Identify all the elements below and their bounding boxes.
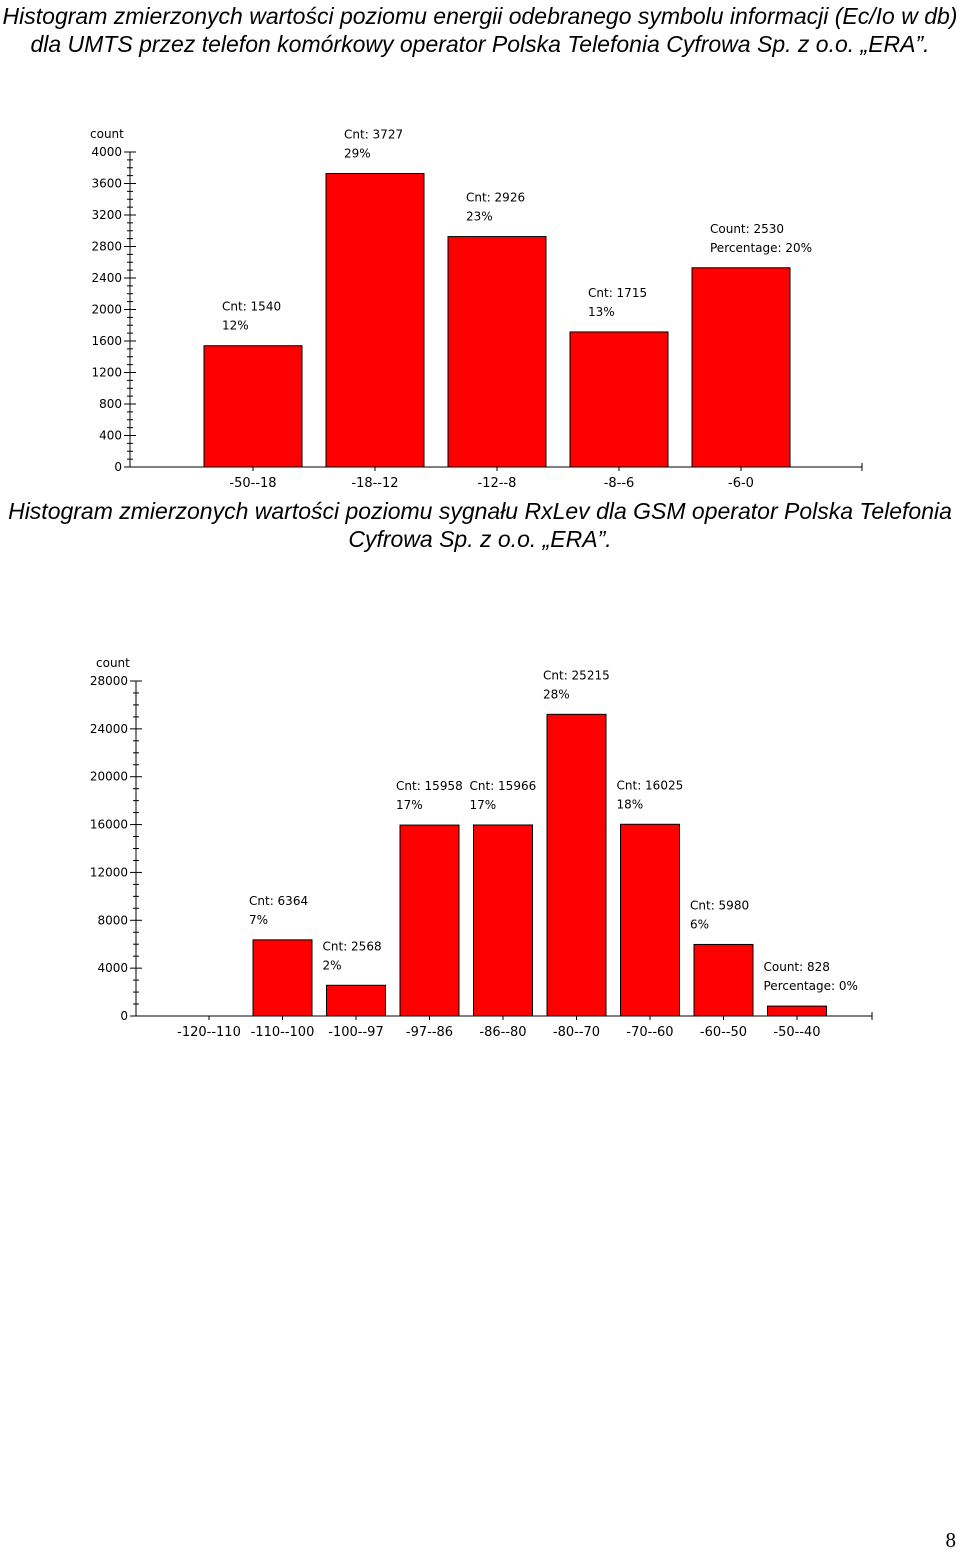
bar	[203, 345, 303, 468]
y-tick-label: 4000	[91, 145, 122, 159]
y-tick-label: 28000	[90, 674, 128, 688]
x-tick-label: -120--110	[177, 1025, 241, 1040]
data-label: 7%	[249, 913, 268, 927]
data-label: Count: 2530	[710, 222, 784, 236]
chart1-caption: Histogram zmierzonych wartości poziomu e…	[2, 3, 958, 57]
y-tick-label: 400	[99, 429, 122, 443]
page-number: 8	[945, 1528, 957, 1552]
y-tick-label: 0	[120, 1009, 128, 1023]
y-tick-label: 8000	[97, 913, 128, 927]
x-tick-label: -60--50	[700, 1025, 747, 1040]
y-tick-label: 1600	[91, 334, 122, 348]
data-label: Cnt: 3727	[344, 127, 403, 141]
x-tick-label: -18--12	[351, 476, 398, 490]
data-label: Cnt: 15958	[396, 779, 463, 793]
bar	[399, 824, 460, 1017]
x-tick-label: -8--6	[604, 476, 635, 490]
y-tick-label: 2800	[91, 240, 122, 254]
data-label: Cnt: 5980	[690, 898, 749, 912]
data-label: Cnt: 1540	[222, 300, 281, 314]
data-label: Cnt: 1715	[588, 286, 647, 300]
bar	[325, 172, 425, 468]
y-tick-label: 3600	[91, 177, 122, 191]
y-axis-title: count	[90, 127, 124, 141]
data-label: Count: 828	[764, 960, 830, 974]
x-tick-label: -6-0	[728, 476, 754, 490]
data-label: 18%	[617, 797, 644, 811]
bar	[693, 943, 754, 1017]
data-label: Percentage: 0%	[764, 979, 858, 993]
data-label: 29%	[344, 146, 371, 160]
y-tick-label: 16000	[90, 818, 128, 832]
y-tick-label: 24000	[90, 722, 128, 736]
y-tick-label: 2000	[91, 303, 122, 317]
x-tick-label: -100--97	[328, 1025, 383, 1040]
x-tick-label: -97--86	[406, 1025, 453, 1040]
data-label: 17%	[470, 798, 497, 812]
data-label: Cnt: 2568	[323, 939, 382, 953]
y-tick-label: 1200	[91, 366, 122, 380]
bar	[326, 984, 386, 1017]
data-label: 17%	[396, 798, 423, 812]
y-tick-label: 0	[114, 460, 122, 474]
y-tick-label: 12000	[90, 865, 128, 879]
y-tick-label: 4000	[97, 961, 128, 975]
data-label: 12%	[222, 319, 249, 333]
y-tick-label: 800	[99, 397, 122, 411]
bar	[691, 267, 791, 468]
data-label: 23%	[466, 210, 493, 224]
bar	[546, 713, 607, 1017]
data-label: Cnt: 2926	[466, 191, 525, 205]
data-label: Percentage: 20%	[710, 241, 812, 255]
x-tick-label: -12--8	[478, 476, 517, 490]
x-tick-label: -80--70	[553, 1025, 600, 1040]
data-label: Cnt: 6364	[249, 894, 308, 908]
bar	[473, 824, 533, 1017]
data-label: Cnt: 15966	[470, 779, 537, 793]
chart2-caption: Histogram zmierzonych wartości poziomu s…	[8, 498, 952, 552]
data-label: 28%	[543, 687, 570, 701]
bar	[767, 1005, 827, 1017]
x-tick-label: -50--40	[773, 1025, 820, 1040]
rxlev-histogram: count 0 4000 8000 12000 16000 20000 24000 28000 -…	[90, 656, 873, 1040]
y-tick-label: 20000	[90, 770, 128, 784]
data-label: Cnt: 25215	[543, 668, 610, 682]
y-tick-label: 2400	[91, 271, 122, 285]
x-tick-label: -50--18	[229, 476, 276, 490]
y-tick-label: 3200	[91, 208, 122, 222]
x-tick-label: -86--80	[479, 1025, 526, 1040]
bar	[620, 823, 680, 1017]
bar	[447, 236, 547, 468]
ecio-histogram: count 0 400 800 1200 1600 2000 2400 2800 3200 3600…	[90, 127, 863, 490]
data-label: 13%	[588, 305, 615, 319]
bar	[569, 331, 669, 468]
data-label: 2%	[323, 958, 342, 972]
x-tick-label: -110--100	[251, 1025, 315, 1040]
bar	[252, 939, 313, 1017]
x-tick-label: -70--60	[626, 1025, 673, 1040]
y-axis-title: count	[96, 656, 130, 670]
data-label: 6%	[690, 917, 709, 931]
data-label: Cnt: 16025	[617, 778, 684, 792]
